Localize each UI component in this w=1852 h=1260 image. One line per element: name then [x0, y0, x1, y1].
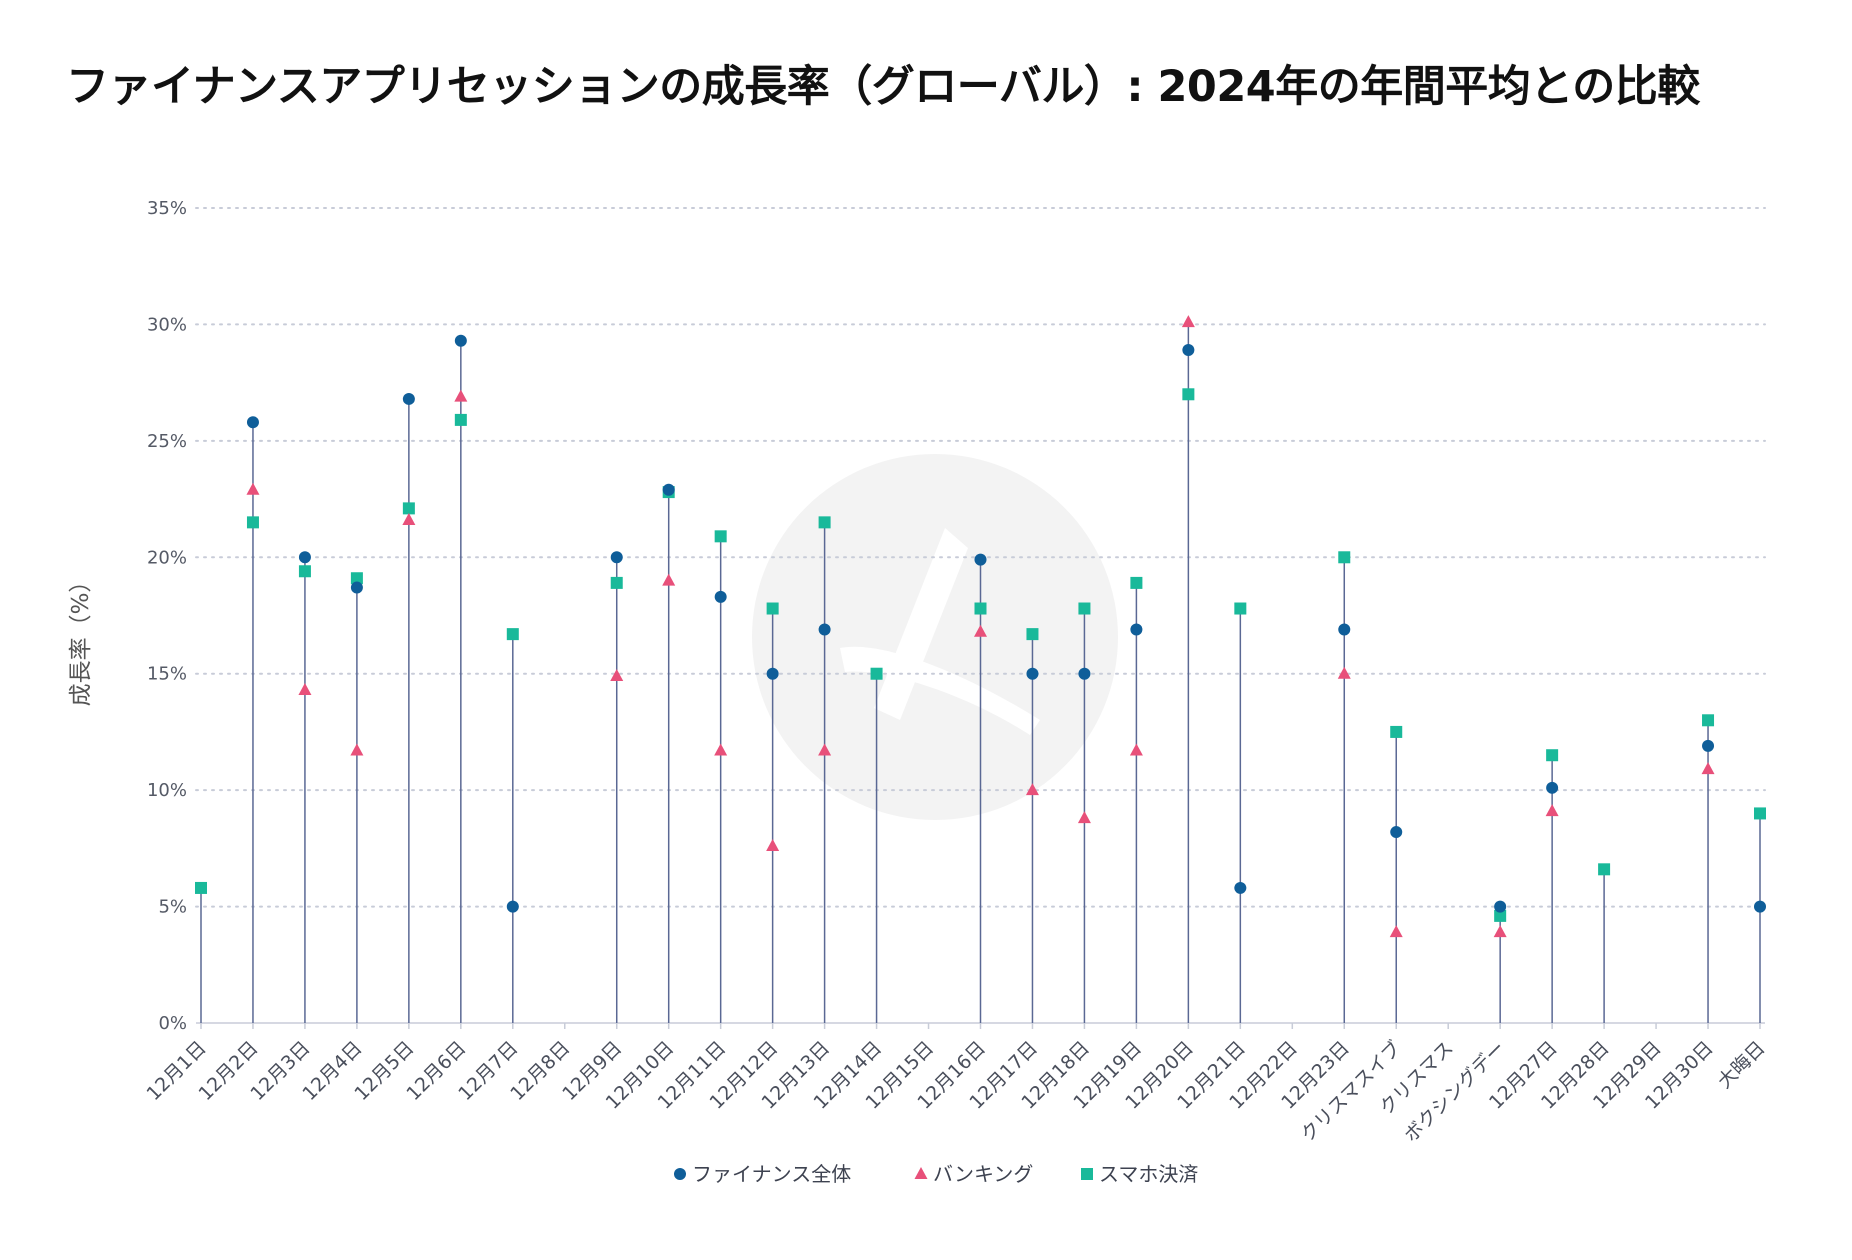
data-point-circle	[1754, 900, 1766, 913]
y-tick-label: 20%	[147, 547, 187, 568]
data-point-circle	[1702, 739, 1715, 752]
data-point-circle	[246, 416, 259, 429]
data-point-square	[1182, 388, 1195, 401]
data-point-triangle	[1077, 811, 1091, 824]
data-point-square	[1754, 807, 1766, 820]
watermark-logo	[752, 454, 1118, 820]
data-point-circle	[818, 623, 831, 636]
data-point-square	[1338, 551, 1351, 564]
y-tick-label: 15%	[147, 664, 187, 685]
data-point-square	[195, 881, 207, 894]
data-point-square	[714, 530, 727, 543]
data-point-square	[350, 572, 363, 585]
data-point-square	[974, 602, 987, 615]
data-point-square	[610, 576, 623, 589]
data-point-triangle	[818, 743, 832, 756]
data-point-circle	[350, 581, 363, 594]
data-point-circle	[1390, 826, 1403, 839]
data-point-circle	[1234, 881, 1247, 894]
data-point-square	[1234, 602, 1247, 615]
data-point-circle	[610, 551, 623, 564]
stems	[200, 322, 1761, 1023]
data-point-square	[1598, 863, 1611, 876]
data-point-circle	[1078, 667, 1091, 680]
data-point-square	[1026, 628, 1039, 641]
data-point-triangle	[1181, 315, 1195, 328]
data-point-triangle	[298, 683, 312, 696]
data-point-triangle	[246, 482, 260, 495]
legend-marker-triangle	[914, 1167, 928, 1179]
data-point-square	[1494, 909, 1507, 922]
data-point-triangle	[766, 839, 780, 852]
data-point-circle	[662, 483, 675, 496]
data-point-circle	[1338, 623, 1351, 636]
data-point-circle	[974, 553, 987, 566]
x-tick-label: 大晦日	[1714, 1037, 1770, 1093]
data-point-triangle	[1545, 804, 1559, 817]
x-axis-ticks: 12月1日12月2日12月3日12月4日12月5日12月6日12月7日12月8日…	[142, 1023, 1770, 1147]
data-point-triangle	[402, 513, 416, 526]
data-point-circle	[1546, 781, 1559, 794]
legend-label: バンキング	[933, 1162, 1033, 1186]
data-point-triangle	[1129, 743, 1143, 756]
data-point-triangle	[1389, 925, 1403, 938]
data-point-square	[298, 565, 311, 578]
data-point-triangle	[1493, 925, 1507, 938]
legend-marker-circle	[674, 1168, 686, 1180]
y-tick-label: 10%	[147, 780, 187, 801]
data-point-circle	[1130, 623, 1143, 636]
chart-title: ファイナンスアプリセッションの成長率（グローバル）: 2024年の年間平均との比…	[66, 62, 1700, 112]
markers	[195, 315, 1766, 938]
data-point-square	[1546, 749, 1559, 762]
data-point-triangle	[1025, 783, 1039, 796]
data-point-square	[1078, 602, 1091, 615]
data-point-square	[818, 516, 831, 529]
data-point-circle	[454, 334, 467, 347]
data-point-square	[1130, 576, 1143, 589]
y-tick-label: 25%	[147, 431, 187, 452]
data-point-circle	[298, 551, 311, 564]
y-tick-label: 0%	[158, 1013, 187, 1034]
data-point-square	[870, 667, 883, 680]
data-point-triangle	[610, 669, 624, 682]
data-point-triangle	[350, 743, 364, 756]
data-point-triangle	[1701, 762, 1715, 775]
legend: ファイナンス全体 バンキング スマホ決済	[674, 1162, 1198, 1186]
data-point-circle	[714, 590, 727, 603]
y-axis-ticks: 0% 5% 10% 15% 20% 25% 30% 35%	[147, 198, 187, 1034]
data-point-square	[1702, 714, 1715, 727]
data-point-square	[766, 602, 779, 615]
data-point-circle	[402, 392, 415, 405]
y-tick-label: 5%	[158, 897, 187, 918]
data-point-triangle	[714, 743, 728, 756]
y-axis-label: 成長率（%）	[68, 570, 94, 707]
data-point-circle	[506, 900, 519, 913]
y-tick-label: 30%	[147, 314, 187, 335]
data-point-triangle	[662, 573, 676, 586]
data-point-circle	[1026, 667, 1039, 680]
data-point-triangle	[974, 624, 987, 637]
legend-marker-square	[1081, 1168, 1093, 1180]
data-point-circle	[1494, 900, 1507, 913]
legend-label: スマホ決済	[1099, 1162, 1198, 1186]
data-point-square	[454, 413, 467, 426]
data-point-square	[506, 628, 519, 641]
data-point-circle	[766, 667, 779, 680]
data-point-square	[246, 516, 259, 529]
data-point-square	[1390, 725, 1403, 738]
data-point-circle	[1182, 344, 1195, 357]
legend-label: ファイナンス全体	[692, 1162, 851, 1186]
y-tick-label: 35%	[147, 198, 187, 219]
data-point-triangle	[1337, 666, 1351, 679]
data-point-square	[402, 502, 415, 515]
data-point-triangle	[454, 389, 468, 402]
